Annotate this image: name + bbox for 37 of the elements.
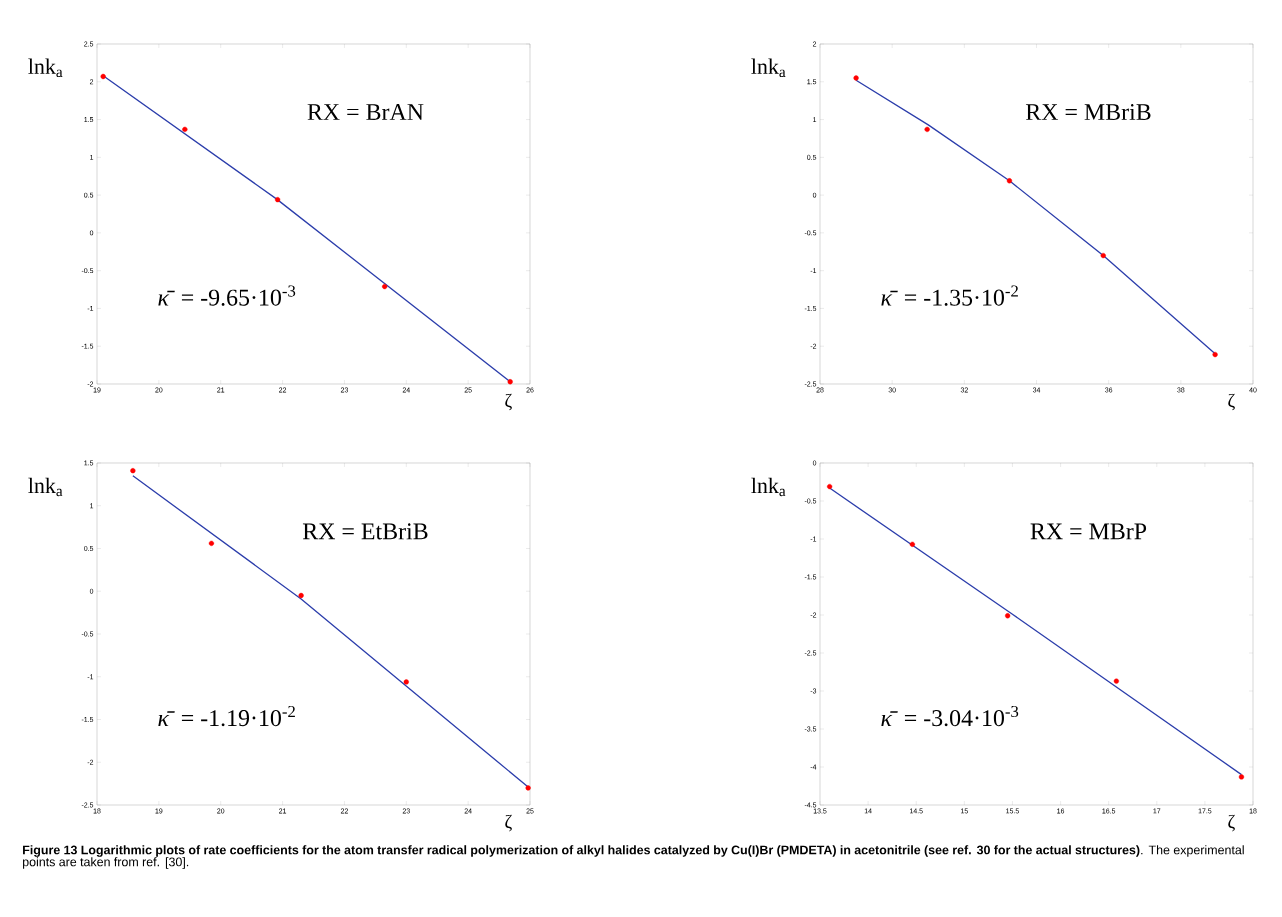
annotation: κ̄ = -1.19·10$^{-2}$ (158, 705, 295, 727)
annotation: RX = EtBriB (302, 523, 428, 540)
point (298, 592, 304, 599)
x-axis-title: ζ (505, 814, 512, 832)
y-axis-title: lnk$_{a}$ (28, 58, 63, 78)
point (275, 197, 281, 203)
point (100, 73, 106, 80)
y-axis-title: lnk$_{a}$ (751, 477, 786, 497)
point (1113, 678, 1119, 684)
annotation: κ̄ = -9.65·10$^{-3}$ (158, 285, 296, 306)
annotation: RX = BrAN (307, 104, 424, 120)
point (525, 785, 531, 791)
annotation: RX = MBriB (1025, 104, 1151, 120)
point (507, 379, 513, 385)
annotation: κ̄ = -1.35·10$^{-2}$ (881, 285, 1018, 306)
point (1100, 252, 1106, 259)
x-axis-title: ζ (1228, 393, 1235, 411)
point (909, 541, 915, 547)
point (1006, 178, 1013, 184)
point (182, 126, 188, 132)
annotation: RX = MBrP (1030, 523, 1147, 540)
text: Figure 13 Logarithmic plots of rate coefficients for the atom transfer radical polymerization of alkyl halides catalyzed by Cu(I)Br (PMDETA) in acetonitrile (see ref. 30 for the actual structures). The experimental points are taken from ref. [30]. (23, 845, 1244, 869)
point (1005, 613, 1011, 619)
y-axis-title: lnk$_{a}$ (751, 58, 786, 78)
x-axis-title: ζ (1228, 814, 1235, 832)
point (853, 75, 859, 81)
y-axis-title: lnk$_{a}$ (28, 477, 63, 497)
annotation: κ̄ = -3.04·10$^{-3}$ (881, 705, 1019, 727)
point (924, 126, 930, 132)
x-axis-title: ζ (505, 393, 512, 411)
point (403, 679, 409, 685)
point (827, 483, 833, 490)
point (208, 540, 215, 546)
point (1212, 351, 1218, 358)
point (1238, 774, 1245, 780)
point (130, 468, 136, 474)
point (382, 283, 388, 290)
